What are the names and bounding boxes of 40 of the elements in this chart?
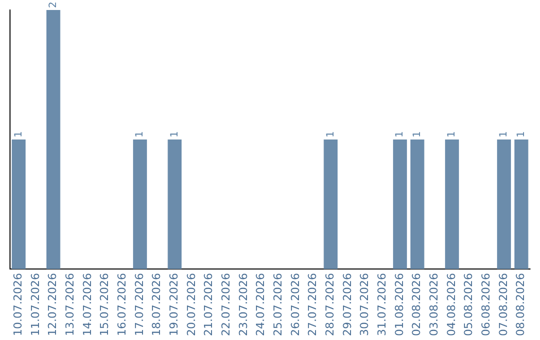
x-tick-label: 10.07.2026 — [12, 273, 25, 336]
x-tick-label: 03.08.2026 — [428, 273, 441, 336]
x-tick-label: 06.08.2026 — [480, 273, 493, 336]
data-label: 1 — [169, 131, 180, 138]
x-tick-label: 08.08.2026 — [514, 273, 528, 336]
data-label: 1 — [325, 131, 336, 138]
data-label: 1 — [498, 131, 510, 138]
x-tick-label: 05.08.2026 — [462, 273, 476, 336]
x-tick-label: 27.07.2026 — [306, 273, 320, 336]
x-tick-label: 20.07.2026 — [184, 273, 198, 336]
x-tick-label: 14.07.2026 — [80, 273, 94, 336]
x-tick-label: 19.07.2026 — [168, 273, 181, 336]
x-tick-label: 12.07.2026 — [46, 273, 60, 336]
data-label: 1 — [394, 131, 406, 138]
x-tick-label: 15.07.2026 — [98, 273, 112, 336]
x-tick-label: 28.07.2026 — [324, 273, 337, 336]
x-tick-label: 17.07.2026 — [132, 273, 146, 336]
x-tick-label: 29.07.2026 — [340, 273, 354, 336]
x-tick-label: 26.07.2026 — [288, 273, 302, 336]
x-tick-label: 31.07.2026 — [376, 273, 389, 336]
x-tick-label: 25.07.2026 — [272, 273, 285, 336]
x-tick-label: 16.07.2026 — [116, 273, 129, 336]
x-tick-label: 11.07.2026 — [28, 273, 42, 336]
x-tick-label: 02.08.2026 — [410, 273, 424, 336]
x-tick-label: 23.07.2026 — [236, 273, 250, 336]
x-tick-label: 01.08.2026 — [392, 273, 406, 336]
data-label: 1 — [134, 131, 146, 138]
data-label: 1 — [412, 131, 423, 138]
x-tick-label: 24.07.2026 — [254, 273, 268, 336]
x-tick-label: 07.08.2026 — [496, 273, 510, 336]
x-tick-label: 04.08.2026 — [444, 273, 458, 336]
data-label: 1 — [446, 131, 458, 138]
x-tick-label: 30.07.2026 — [358, 273, 372, 336]
x-tick-label: 22.07.2026 — [220, 273, 233, 336]
x-tick-label: 18.07.2026 — [150, 273, 164, 336]
data-label: 1 — [13, 131, 24, 138]
data-label: 1 — [516, 131, 527, 138]
data-label: 2 — [48, 2, 59, 8]
x-tick-label: 21.07.2026 — [202, 273, 216, 336]
x-tick-label: 13.07.2026 — [64, 273, 77, 336]
